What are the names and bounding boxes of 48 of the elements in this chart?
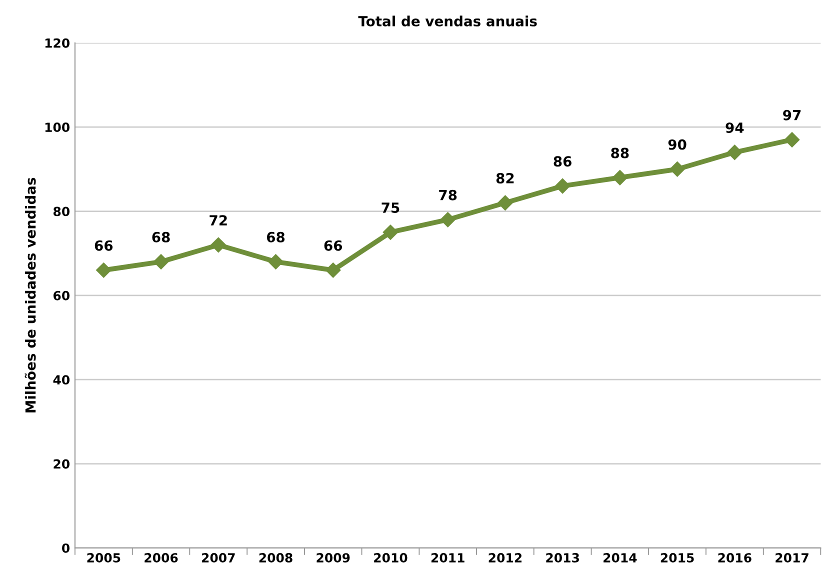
point (727, 144, 742, 160)
data-label: 66 (94, 240, 113, 251)
point (153, 254, 169, 270)
y-tick-label: 40 (53, 375, 70, 385)
data-label: 88 (611, 148, 629, 158)
y-tick-label: 60 (54, 290, 70, 300)
data-label: 82 (496, 172, 514, 184)
point (440, 212, 456, 228)
x-tick-label: 2009 (316, 553, 350, 563)
data-label: 86 (554, 156, 572, 167)
x-tick-label: 2010 (374, 553, 408, 563)
point (498, 195, 513, 210)
y-tick-label: 100 (45, 122, 70, 132)
point (268, 254, 284, 270)
point (96, 262, 112, 278)
data-label: 66 (324, 240, 342, 251)
x-tick-label: 2012 (488, 553, 522, 563)
y-tick-label: 120 (45, 38, 70, 48)
point (612, 170, 628, 186)
data-label: 68 (152, 232, 170, 242)
x-tick-label: 2011 (431, 553, 464, 563)
y-tick-label: 20 (54, 459, 70, 469)
data-label: 78 (439, 190, 457, 200)
point (382, 224, 398, 240)
chart-title: Total de vendas anuais (358, 16, 537, 26)
data-label: 94 (726, 122, 744, 133)
x-tick-label: 2005 (87, 553, 120, 563)
y-axis-title: Milhões de unidades vendidas (24, 178, 36, 412)
x-tick-label: 2013 (546, 553, 579, 563)
data-label: 68 (266, 232, 285, 242)
data-label: 97 (783, 110, 801, 120)
point (670, 162, 685, 177)
point (210, 237, 226, 252)
x-tick-label: 2006 (144, 553, 178, 563)
point (555, 178, 570, 194)
point (784, 132, 800, 148)
x-tick-label: 2017 (776, 553, 808, 563)
x-tick-label: 2008 (259, 553, 292, 563)
x-tick-label: 2014 (604, 553, 637, 563)
point (326, 262, 341, 278)
y-tick-label: 0 (62, 543, 70, 553)
x-tick-label: 2007 (202, 553, 235, 563)
x-tick-label: 2016 (718, 553, 752, 563)
data-label: 90 (668, 139, 686, 150)
data-label: 72 (210, 215, 227, 226)
y-tick-label: 80 (53, 206, 70, 216)
x-tick-label: 2015 (660, 553, 694, 563)
data-label: 75 (382, 202, 400, 213)
